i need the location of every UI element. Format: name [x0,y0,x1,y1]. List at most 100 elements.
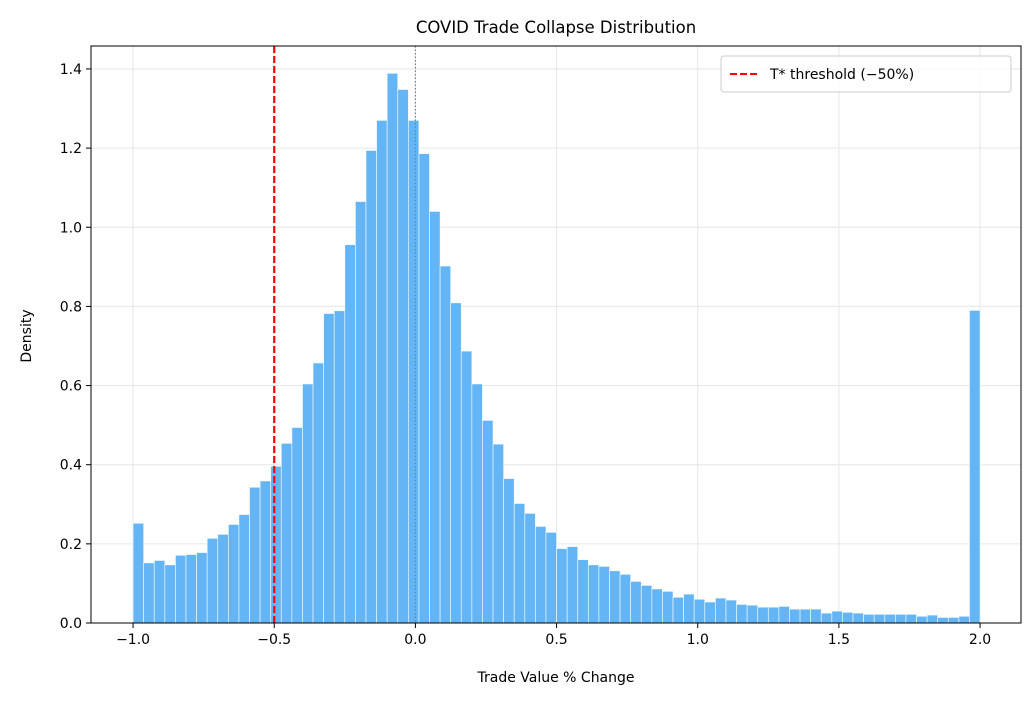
histogram-bar [842,611,854,624]
histogram-bar [407,120,420,624]
y-tick-label: 0.4 [60,458,82,474]
histogram-bar [397,89,409,624]
histogram-bar [386,72,399,624]
histogram-bar [895,613,907,624]
histogram-bar [651,588,663,624]
histogram-bar [344,244,356,624]
histogram-bar [228,524,240,624]
histogram-bar [736,604,748,624]
histogram-bar [852,612,864,624]
histogram-bar [715,597,727,624]
histogram-bar [863,613,875,624]
histogram-bar [556,548,568,624]
histogram-bar [259,480,272,624]
histogram-bar [175,554,187,624]
grid [91,46,1021,624]
histogram-bar [153,560,166,624]
histogram-bar [291,427,303,624]
histogram-bar [958,615,970,624]
chart-title: COVID Trade Collapse Distribution [416,18,696,37]
y-axis-ticks: 0.0 0.2 0.4 0.6 0.8 1.0 1.2 1.4 [60,62,91,632]
x-tick-label: 1.5 [828,632,850,648]
histogram-bar [513,503,526,624]
histogram-bar [640,585,653,624]
histogram-bar [365,150,377,624]
histogram-bar [302,383,314,624]
y-tick-label: 0.6 [60,379,82,395]
x-axis-label: Trade Value % Change [476,670,634,686]
x-tick-label: 1.0 [687,632,709,648]
histogram-bar [831,610,843,624]
x-tick-label: 0.0 [404,632,426,648]
x-axis-ticks: −1.0 −0.5 0.0 0.5 1.0 1.5 2.0 [116,623,991,648]
histogram-bar [323,313,335,624]
x-tick-label: 2.0 [969,632,991,648]
histogram-bar [238,514,250,624]
histogram-bar [312,362,324,624]
histogram-bar [693,598,706,624]
histogram-bar [778,606,790,624]
y-tick-label: 0.0 [60,616,82,632]
y-tick-label: 1.4 [60,62,82,78]
histogram-bar [630,581,642,624]
histogram-bar [916,615,928,624]
histogram-bar [725,599,737,624]
histogram-bar [482,420,494,624]
histogram-bar [587,564,600,624]
histogram-bar [672,596,684,624]
histogram-bar [418,153,430,624]
histogram-bar [937,617,949,624]
histogram-bar [905,613,917,624]
histogram-bar [545,532,557,624]
histogram-bar [969,310,981,624]
legend: T* threshold (−50%) [720,55,1012,93]
histogram-bar [884,613,896,624]
histogram-bar [789,608,801,624]
histogram-bar [185,554,197,624]
histogram-bar [577,559,589,624]
histogram-bar [947,617,960,624]
legend-box [720,55,1012,93]
histogram-bar [196,552,208,624]
histogram-bar [767,606,780,624]
histogram-bar [132,522,145,624]
histogram-bar [249,486,261,624]
y-tick-label: 0.2 [60,537,82,553]
histogram-bar [206,537,219,624]
histogram-bar [429,211,441,624]
histogram-bar [471,383,483,624]
histogram-bar [217,534,229,624]
histogram-bar [598,566,610,624]
histogram-bar [450,302,462,624]
y-axis-label: Density [19,309,35,362]
legend-threshold-label: T* threshold (−50%) [769,67,914,83]
histogram-bar [683,593,695,624]
histogram-bar [460,350,473,624]
x-tick-label: −1.0 [116,632,150,648]
histogram-bar [799,608,812,624]
histogram-bar [492,443,504,624]
histogram-bar [164,564,176,624]
histogram-bar [662,590,674,624]
y-tick-label: 1.2 [60,141,82,157]
y-tick-label: 1.0 [60,220,82,236]
histogram-bar [746,604,759,624]
histogram-bar [376,120,388,624]
plot-frame [90,45,1022,624]
histogram-bar [810,608,822,624]
histogram-bar [757,606,769,624]
histogram-bar [333,310,346,624]
histogram-bar [535,526,547,624]
histogram-bar [619,573,632,624]
histogram-bar [143,562,155,624]
histogram-bar [439,265,452,624]
histogram-bar [270,465,282,624]
reference-lines [273,46,416,623]
histogram-bar [566,546,579,624]
histogram-bar [873,613,886,624]
histogram-bar [926,614,939,624]
histogram-bar [524,513,536,624]
histogram-bar [280,442,293,624]
x-tick-label: 0.5 [545,632,567,648]
